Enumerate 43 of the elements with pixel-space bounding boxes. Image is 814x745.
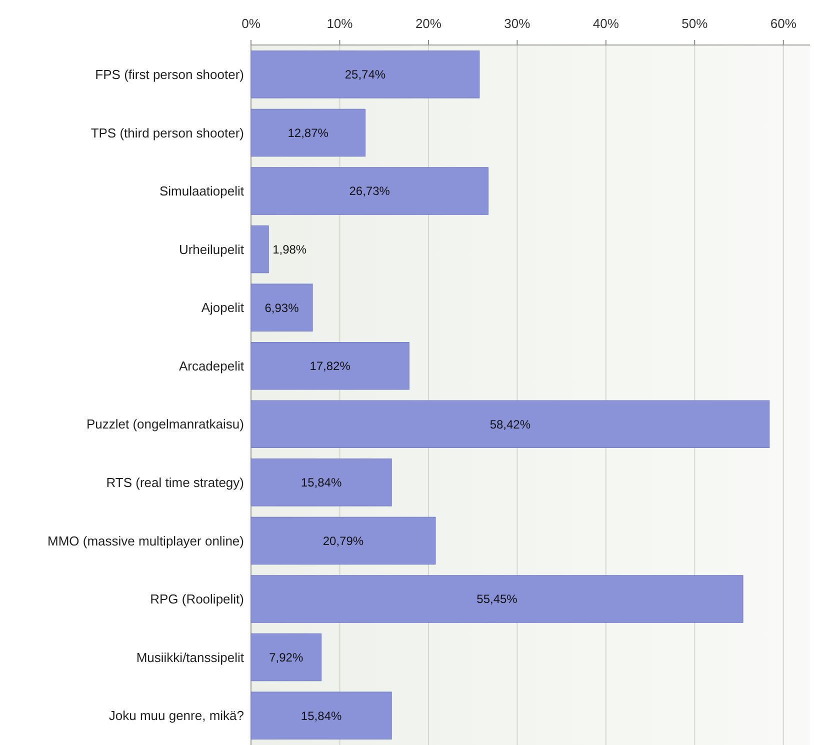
data-label: 17,82% (310, 359, 351, 374)
bar (250, 167, 488, 215)
y-tick-label: Arcadepelit (178, 358, 244, 374)
y-tick-label: FPS (first person shooter) (95, 66, 244, 82)
bar (250, 284, 313, 332)
y-tick-label: RPG (Roolipelit) (150, 592, 244, 607)
x-tick-label: 60% (770, 16, 797, 31)
x-tick-label: 0% (242, 16, 261, 31)
y-tick-label: TPS (third person shooter) (90, 125, 244, 140)
bar (250, 342, 410, 390)
bar (250, 50, 480, 98)
y-tick-label: Simulaatiopelit (159, 184, 244, 199)
x-tick-label: 50% (682, 16, 708, 31)
x-tick-label: 10% (326, 16, 354, 31)
y-tick-label: RTS (real time strategy) (106, 474, 244, 490)
data-label: 20,79% (322, 534, 364, 548)
x-tick-label: 30% (504, 16, 531, 31)
y-tick-label: Joku muu genre, mikä? (108, 708, 244, 724)
bar (250, 400, 770, 448)
data-label: 7,92% (269, 650, 304, 664)
bar (250, 108, 366, 157)
data-label: 26,73% (349, 184, 390, 198)
bar (250, 516, 436, 565)
y-tick-label: Urheilupelit (178, 242, 244, 257)
data-label: 12,87% (288, 126, 329, 140)
x-tick-label: 40% (592, 16, 620, 31)
data-label: 25,74% (344, 68, 386, 82)
data-label: 6,93% (264, 300, 300, 315)
bar (250, 692, 392, 740)
data-label: 55,45% (476, 592, 518, 606)
bar (250, 575, 744, 623)
y-tick-label: Puzzlet (ongelmanratkaisu) (86, 416, 244, 432)
bar (250, 225, 269, 274)
data-label: 15,84% (300, 708, 342, 723)
x-tick-label: 20% (415, 16, 442, 31)
data-label: 1,98% (272, 242, 307, 256)
data-label: 15,84% (300, 476, 342, 490)
data-label: 58,42% (490, 417, 531, 432)
y-tick-label: Musiikki/tanssipelit (136, 650, 244, 665)
bar (250, 458, 392, 506)
y-tick-label: Ajopelit (201, 300, 244, 316)
bar (250, 633, 322, 682)
y-tick-label: MMO (massive multiplayer online) (48, 533, 244, 548)
